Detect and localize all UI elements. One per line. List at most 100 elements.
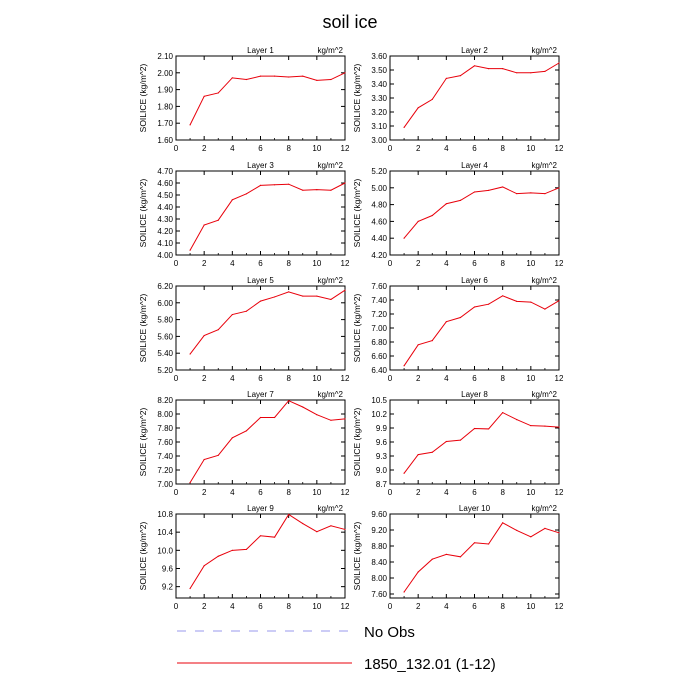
x-tick-label: 2 [416, 259, 421, 268]
x-tick-label: 6 [258, 259, 263, 268]
x-tick-label: 6 [472, 602, 477, 611]
x-tick-label: 4 [230, 259, 235, 268]
data-point [330, 298, 332, 301]
x-tick-label: 8 [500, 602, 505, 611]
x-tick-label: 8 [500, 488, 505, 497]
x-tick-label: 4 [444, 374, 449, 383]
data-point [203, 334, 205, 337]
y-tick-label: 9.60 [371, 510, 387, 519]
plot-frame [389, 170, 560, 256]
x-tick-label: 8 [286, 144, 291, 153]
plot-frame [175, 55, 346, 141]
data-point [473, 542, 476, 544]
y-tick-label: 4.20 [371, 251, 387, 260]
data-point [516, 529, 518, 532]
data-point [273, 536, 276, 538]
x-tick-label: 2 [416, 488, 421, 497]
y-tick-label: 4.40 [157, 203, 173, 212]
data-point [203, 95, 205, 97]
data-point [330, 78, 332, 81]
panel-layer-9: 0 2 4 6 8 10 12 9.2 9.6 10.0 10.4 10.8 Layer 9 kg/m^2… [138, 504, 350, 611]
series-line [403, 295, 560, 367]
x-tick-label: 2 [416, 374, 421, 383]
x-tick-label: 12 [341, 144, 350, 153]
y-tick-label: 9.3 [376, 452, 388, 461]
data-point [558, 300, 560, 302]
x-tick-label: 10 [526, 488, 535, 497]
data-point [403, 591, 405, 593]
x-tick-label: 6 [258, 144, 263, 153]
data-point [330, 189, 332, 191]
x-tick-label: 8 [286, 602, 291, 611]
series-line [189, 400, 346, 483]
data-point [344, 182, 346, 184]
y-tick-label: 9.0 [376, 466, 388, 475]
x-tick-label: 6 [472, 374, 477, 383]
data-point [544, 527, 546, 530]
y-tick-label: 9.9 [376, 424, 388, 433]
panels-group: 0 2 4 6 8 10 12 1.60 1.70 1.80 1.90 2.00 2.10 Layer 1… [138, 46, 564, 611]
panel-title: Layer 7 [247, 390, 274, 399]
y-tick-label: 9.6 [162, 564, 174, 573]
x-tick-label: 10 [312, 144, 321, 153]
x-tick-label: 4 [444, 259, 449, 268]
data-point [516, 419, 518, 421]
y-tick-label: 3.10 [371, 122, 387, 131]
x-tick-label: 10 [526, 259, 535, 268]
panel-layer-3: 0 2 4 6 8 10 12 4.00 4.10 4.20 4.30 4.40 4.50 4.60 4.7… [138, 161, 350, 268]
data-point [273, 75, 276, 77]
data-point [189, 124, 191, 126]
data-point [445, 321, 447, 323]
x-tick-label: 8 [286, 488, 291, 497]
data-point [502, 412, 504, 414]
y-tick-label: 3.00 [371, 136, 387, 145]
panel-layer-2: 0 2 4 6 8 10 12 3.00 3.10 3.20 3.30 3.40 3.50 3.60 Lay… [352, 46, 564, 153]
plot-frame [175, 170, 346, 256]
plot-frame [175, 285, 346, 371]
x-tick-label: 6 [258, 488, 263, 497]
x-tick-label: 0 [388, 602, 393, 611]
y-tick-label: 4.10 [157, 239, 173, 248]
data-point [530, 72, 532, 74]
legend: No Obs 1850_132.01 (1-12) [177, 624, 496, 673]
data-point [231, 77, 233, 79]
panel-title: Layer 1 [247, 46, 274, 55]
data-point [259, 184, 262, 186]
x-tick-label: 2 [416, 602, 421, 611]
series-line [189, 289, 346, 355]
data-point [459, 316, 462, 319]
panel-units: kg/m^2 [531, 161, 557, 170]
panel-layer-5: 0 2 4 6 8 10 12 5.20 5.40 5.60 5.80 6.00 6.20 Layer 5… [138, 276, 350, 383]
plot-frame [389, 399, 560, 485]
x-tick-label: 8 [500, 144, 505, 153]
x-tick-label: 12 [341, 602, 350, 611]
data-point [344, 418, 346, 420]
data-point [558, 62, 560, 64]
data-point [431, 451, 433, 453]
y-tick-label: 7.60 [371, 590, 387, 599]
x-tick-label: 4 [230, 144, 235, 153]
y-tick-label: 5.40 [157, 349, 173, 358]
y-tick-label: 1.70 [157, 119, 173, 128]
data-point [530, 425, 532, 427]
data-point [516, 193, 518, 195]
y-tick-label: 6.20 [157, 282, 173, 291]
data-point [231, 313, 233, 316]
data-point [217, 219, 219, 221]
x-tick-label: 10 [526, 144, 535, 153]
x-tick-label: 12 [555, 259, 564, 268]
x-tick-label: 4 [230, 602, 235, 611]
y-tick-label: 4.60 [371, 217, 387, 226]
x-tick-label: 10 [312, 488, 321, 497]
data-point [330, 419, 332, 421]
y-tick-label: 10.8 [157, 510, 173, 519]
y-tick-label: 7.60 [157, 438, 173, 447]
y-tick-label: 8.80 [371, 542, 387, 551]
series-line [403, 62, 560, 128]
series-line [189, 182, 346, 251]
panel-title: Layer 2 [461, 46, 488, 55]
x-tick-label: 10 [312, 259, 321, 268]
data-point [302, 406, 304, 408]
data-point [502, 186, 504, 188]
x-tick-label: 0 [388, 259, 393, 268]
